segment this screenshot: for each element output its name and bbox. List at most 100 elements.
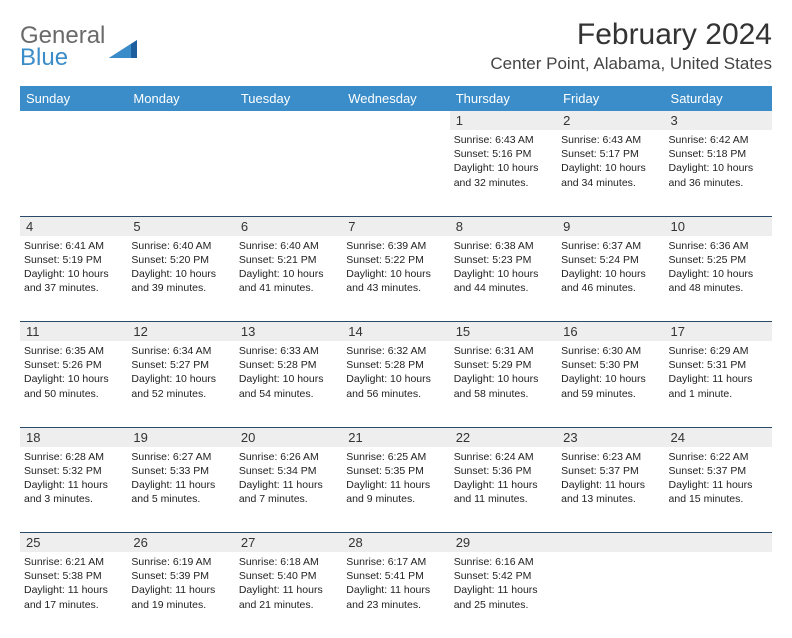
day-number-cell: 8 [450,216,557,236]
day-number-cell: 19 [127,427,234,447]
day-content: Sunrise: 6:24 AMSunset: 5:36 PMDaylight:… [454,450,553,507]
day-content: Sunrise: 6:32 AMSunset: 5:28 PMDaylight:… [346,344,445,401]
logo-triangle-icon [109,38,137,63]
day-content: Sunrise: 6:26 AMSunset: 5:34 PMDaylight:… [239,450,338,507]
day-cell: Sunrise: 6:24 AMSunset: 5:36 PMDaylight:… [450,447,557,533]
day-number-cell: 29 [450,533,557,553]
day-cell: Sunrise: 6:39 AMSunset: 5:22 PMDaylight:… [342,236,449,322]
day-number-cell: 9 [557,216,664,236]
day-content: Sunrise: 6:40 AMSunset: 5:21 PMDaylight:… [239,239,338,296]
day-cell: Sunrise: 6:29 AMSunset: 5:31 PMDaylight:… [665,341,772,427]
day-cell [342,130,449,216]
day-content: Sunrise: 6:34 AMSunset: 5:27 PMDaylight:… [131,344,230,401]
day-number-cell: 6 [235,216,342,236]
day-cell: Sunrise: 6:26 AMSunset: 5:34 PMDaylight:… [235,447,342,533]
day-cell: Sunrise: 6:34 AMSunset: 5:27 PMDaylight:… [127,341,234,427]
day-cell: Sunrise: 6:43 AMSunset: 5:16 PMDaylight:… [450,130,557,216]
weekday-header: Thursday [450,86,557,111]
day-number-cell: 21 [342,427,449,447]
day-cell: Sunrise: 6:22 AMSunset: 5:37 PMDaylight:… [665,447,772,533]
day-number-cell: 26 [127,533,234,553]
day-cell: Sunrise: 6:27 AMSunset: 5:33 PMDaylight:… [127,447,234,533]
day-content: Sunrise: 6:17 AMSunset: 5:41 PMDaylight:… [346,555,445,612]
day-cell: Sunrise: 6:28 AMSunset: 5:32 PMDaylight:… [20,447,127,533]
day-content: Sunrise: 6:27 AMSunset: 5:33 PMDaylight:… [131,450,230,507]
day-content: Sunrise: 6:37 AMSunset: 5:24 PMDaylight:… [561,239,660,296]
location: Center Point, Alabama, United States [490,54,772,74]
day-content: Sunrise: 6:23 AMSunset: 5:37 PMDaylight:… [561,450,660,507]
day-number-cell [127,111,234,130]
day-number-cell: 12 [127,322,234,342]
calendar-table: SundayMondayTuesdayWednesdayThursdayFrid… [20,86,772,638]
logo-text-2: Blue [20,46,105,70]
day-number-cell: 20 [235,427,342,447]
day-number-cell: 2 [557,111,664,130]
day-number-cell: 10 [665,216,772,236]
weekday-header: Monday [127,86,234,111]
day-number-cell [20,111,127,130]
day-content: Sunrise: 6:25 AMSunset: 5:35 PMDaylight:… [346,450,445,507]
day-number-cell: 1 [450,111,557,130]
day-content: Sunrise: 6:18 AMSunset: 5:40 PMDaylight:… [239,555,338,612]
day-content: Sunrise: 6:29 AMSunset: 5:31 PMDaylight:… [669,344,768,401]
day-number-cell: 15 [450,322,557,342]
day-content: Sunrise: 6:33 AMSunset: 5:28 PMDaylight:… [239,344,338,401]
day-number-cell: 28 [342,533,449,553]
day-number-cell: 22 [450,427,557,447]
day-cell [235,130,342,216]
day-number-cell: 24 [665,427,772,447]
day-content: Sunrise: 6:31 AMSunset: 5:29 PMDaylight:… [454,344,553,401]
day-number-cell: 16 [557,322,664,342]
day-number-cell: 25 [20,533,127,553]
day-number-cell: 3 [665,111,772,130]
day-content: Sunrise: 6:22 AMSunset: 5:37 PMDaylight:… [669,450,768,507]
day-content: Sunrise: 6:42 AMSunset: 5:18 PMDaylight:… [669,133,768,190]
day-cell [127,130,234,216]
day-cell: Sunrise: 6:19 AMSunset: 5:39 PMDaylight:… [127,552,234,638]
day-content: Sunrise: 6:43 AMSunset: 5:17 PMDaylight:… [561,133,660,190]
day-content: Sunrise: 6:30 AMSunset: 5:30 PMDaylight:… [561,344,660,401]
day-cell: Sunrise: 6:30 AMSunset: 5:30 PMDaylight:… [557,341,664,427]
day-number-cell: 7 [342,216,449,236]
day-cell: Sunrise: 6:43 AMSunset: 5:17 PMDaylight:… [557,130,664,216]
calendar-body: 123Sunrise: 6:43 AMSunset: 5:16 PMDaylig… [20,111,772,638]
day-content: Sunrise: 6:40 AMSunset: 5:20 PMDaylight:… [131,239,230,296]
weekday-header: Tuesday [235,86,342,111]
day-number-cell: 14 [342,322,449,342]
day-number-cell: 23 [557,427,664,447]
day-content: Sunrise: 6:35 AMSunset: 5:26 PMDaylight:… [24,344,123,401]
day-content: Sunrise: 6:38 AMSunset: 5:23 PMDaylight:… [454,239,553,296]
day-cell [557,552,664,638]
day-number-cell [235,111,342,130]
logo: General Blue [20,24,137,70]
title-block: February 2024 Center Point, Alabama, Uni… [490,18,772,74]
day-content: Sunrise: 6:41 AMSunset: 5:19 PMDaylight:… [24,239,123,296]
day-content: Sunrise: 6:28 AMSunset: 5:32 PMDaylight:… [24,450,123,507]
day-cell: Sunrise: 6:33 AMSunset: 5:28 PMDaylight:… [235,341,342,427]
day-number-cell: 13 [235,322,342,342]
calendar-head: SundayMondayTuesdayWednesdayThursdayFrid… [20,86,772,111]
day-cell [665,552,772,638]
day-content: Sunrise: 6:21 AMSunset: 5:38 PMDaylight:… [24,555,123,612]
weekday-header: Saturday [665,86,772,111]
day-content: Sunrise: 6:36 AMSunset: 5:25 PMDaylight:… [669,239,768,296]
day-cell: Sunrise: 6:17 AMSunset: 5:41 PMDaylight:… [342,552,449,638]
day-cell: Sunrise: 6:35 AMSunset: 5:26 PMDaylight:… [20,341,127,427]
day-number-cell [665,533,772,553]
day-number-cell: 27 [235,533,342,553]
day-number-cell: 18 [20,427,127,447]
day-cell: Sunrise: 6:32 AMSunset: 5:28 PMDaylight:… [342,341,449,427]
day-cell: Sunrise: 6:37 AMSunset: 5:24 PMDaylight:… [557,236,664,322]
day-number-cell [557,533,664,553]
weekday-header: Sunday [20,86,127,111]
day-number-cell: 4 [20,216,127,236]
day-number-cell: 11 [20,322,127,342]
day-number-cell: 17 [665,322,772,342]
day-cell: Sunrise: 6:42 AMSunset: 5:18 PMDaylight:… [665,130,772,216]
day-content: Sunrise: 6:19 AMSunset: 5:39 PMDaylight:… [131,555,230,612]
day-cell: Sunrise: 6:38 AMSunset: 5:23 PMDaylight:… [450,236,557,322]
day-content: Sunrise: 6:16 AMSunset: 5:42 PMDaylight:… [454,555,553,612]
day-number-cell: 5 [127,216,234,236]
day-content: Sunrise: 6:43 AMSunset: 5:16 PMDaylight:… [454,133,553,190]
day-cell: Sunrise: 6:40 AMSunset: 5:21 PMDaylight:… [235,236,342,322]
